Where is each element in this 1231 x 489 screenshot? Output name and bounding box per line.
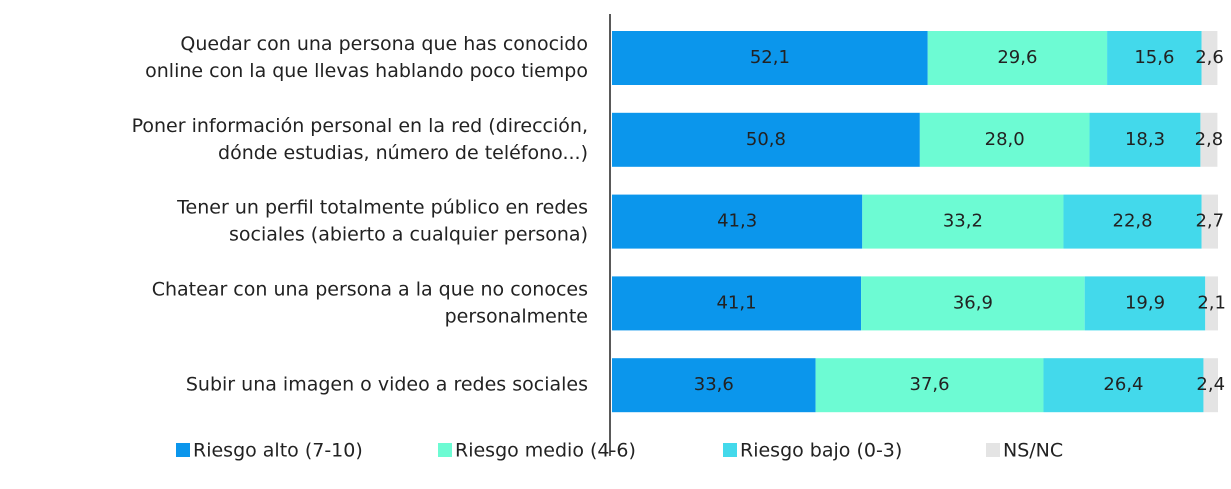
bar-segment xyxy=(1063,194,1202,249)
value-label: 41,1 xyxy=(716,292,756,313)
legend-label: NS/NC xyxy=(1003,440,1063,462)
bar-segment xyxy=(1201,31,1218,85)
bar-segment xyxy=(612,112,920,167)
y-tick-label: sociales (abierto a cualquier persona) xyxy=(229,224,588,246)
value-label: 15,6 xyxy=(1134,47,1174,68)
y-tick-label: dónde estudias, número de teléfono...) xyxy=(218,142,588,164)
value-label: 36,9 xyxy=(953,292,993,313)
bar-segment xyxy=(861,276,1085,331)
legend-swatch xyxy=(723,443,737,457)
value-label: 22,8 xyxy=(1113,211,1153,232)
legend-label: Riesgo alto (7-10) xyxy=(193,440,363,462)
value-label: 26,4 xyxy=(1103,374,1143,395)
y-tick-label: Subir una imagen o video a redes sociale… xyxy=(186,374,588,396)
y-tick-label: Chatear con una persona a la que no cono… xyxy=(152,278,588,300)
bar-segment xyxy=(612,276,862,331)
bar-segment xyxy=(1089,112,1201,167)
bar-segment xyxy=(612,358,816,413)
legend-swatch xyxy=(986,443,1000,457)
bar-segment xyxy=(1084,276,1206,331)
bar-segment xyxy=(612,194,863,249)
value-label: 19,9 xyxy=(1125,292,1165,313)
bar-segment xyxy=(1201,194,1218,249)
bar-segment xyxy=(1203,358,1218,413)
value-label: 41,3 xyxy=(717,211,757,232)
value-label: 33,2 xyxy=(943,211,983,232)
bar-segment xyxy=(919,112,1090,167)
value-label: 2,8 xyxy=(1195,129,1224,150)
value-label: 37,6 xyxy=(910,374,950,395)
y-tick-label: Poner información personal en la red (di… xyxy=(132,115,588,137)
bar-segment xyxy=(1107,31,1202,85)
bar-segment xyxy=(612,31,928,85)
bar-segment xyxy=(1043,358,1204,413)
y-tick-label: online con la que llevas hablando poco t… xyxy=(145,60,588,82)
bar-segment xyxy=(815,358,1044,413)
bar-segment xyxy=(862,194,1064,249)
value-label: 28,0 xyxy=(985,129,1025,150)
value-label: 2,1 xyxy=(1197,292,1226,313)
y-tick-label: Tener un perfil totalmente público en re… xyxy=(176,197,588,219)
legend-swatch xyxy=(438,443,452,457)
value-label: 50,8 xyxy=(746,129,786,150)
y-tick-label: Quedar con una persona que has conocido xyxy=(180,33,588,55)
value-label: 18,3 xyxy=(1125,129,1165,150)
value-label: 2,4 xyxy=(1196,374,1225,395)
legend-label: Riesgo medio (4-6) xyxy=(455,440,636,462)
value-label: 33,6 xyxy=(694,374,734,395)
value-label: 29,6 xyxy=(997,47,1037,68)
value-label: 52,1 xyxy=(750,47,790,68)
bar-segment xyxy=(1200,112,1218,167)
bar-segment xyxy=(927,31,1108,85)
value-label: 2,7 xyxy=(1195,211,1224,232)
legend-label: Riesgo bajo (0-3) xyxy=(740,440,902,462)
y-tick-label: personalmente xyxy=(445,305,588,327)
legend-swatch xyxy=(176,443,190,457)
bar-segment xyxy=(1205,276,1218,331)
value-label: 2,6 xyxy=(1195,47,1224,68)
